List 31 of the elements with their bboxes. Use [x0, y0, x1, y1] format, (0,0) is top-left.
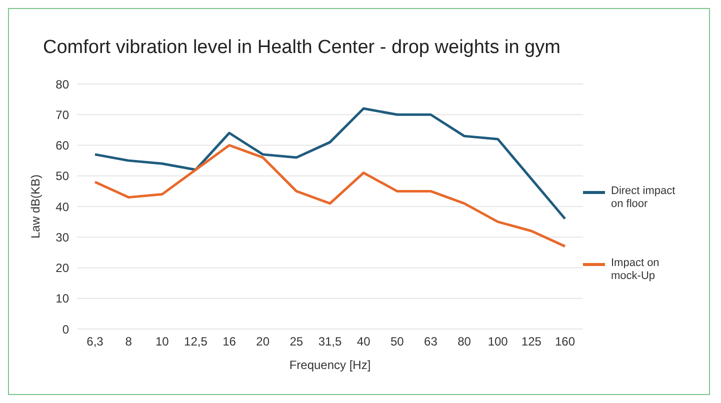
y-axis-title: Law dB(KB)	[28, 174, 42, 239]
x-tick-label: 40	[356, 334, 371, 349]
x-tick-label: 10	[155, 334, 170, 349]
y-tick-label: 10	[56, 292, 70, 306]
line-series	[94, 107, 566, 220]
x-tick-label: 20	[256, 334, 270, 349]
legend-label: Impact on mock-Up	[611, 257, 660, 283]
x-tick-label: 31,5	[318, 334, 342, 349]
line-series	[94, 144, 566, 248]
x-tick-label: 16	[222, 334, 236, 349]
y-tick-label: 20	[56, 261, 70, 276]
x-tick-label: 6,3	[86, 334, 104, 349]
y-tick-label: 60	[56, 138, 70, 153]
y-tick-label: 30	[56, 230, 70, 244]
x-tick-label: 25	[290, 334, 304, 349]
y-tick-label: 80	[56, 77, 70, 92]
x-tick-label: 63	[424, 334, 438, 349]
x-tick-label: 12,5	[184, 334, 208, 349]
y-tick-label: 40	[56, 200, 70, 214]
x-axis-title: Frequency [Hz]	[289, 358, 371, 372]
y-tick-label: 0	[62, 322, 70, 336]
chart-title: Comfort vibration level in Health Center - drop weights in gym	[43, 37, 560, 59]
x-tick-label: 80	[458, 334, 472, 349]
x-tick-label: 8	[125, 334, 132, 349]
x-tick-label: 160	[554, 334, 576, 349]
legend-label: Direct impact on floor	[611, 185, 676, 211]
y-tick-label: 70	[56, 108, 70, 122]
y-tick-label: 50	[56, 169, 70, 184]
x-tick-label: 50	[390, 334, 404, 349]
x-tick-label: 125	[521, 334, 542, 349]
x-tick-label: 100	[488, 334, 508, 349]
